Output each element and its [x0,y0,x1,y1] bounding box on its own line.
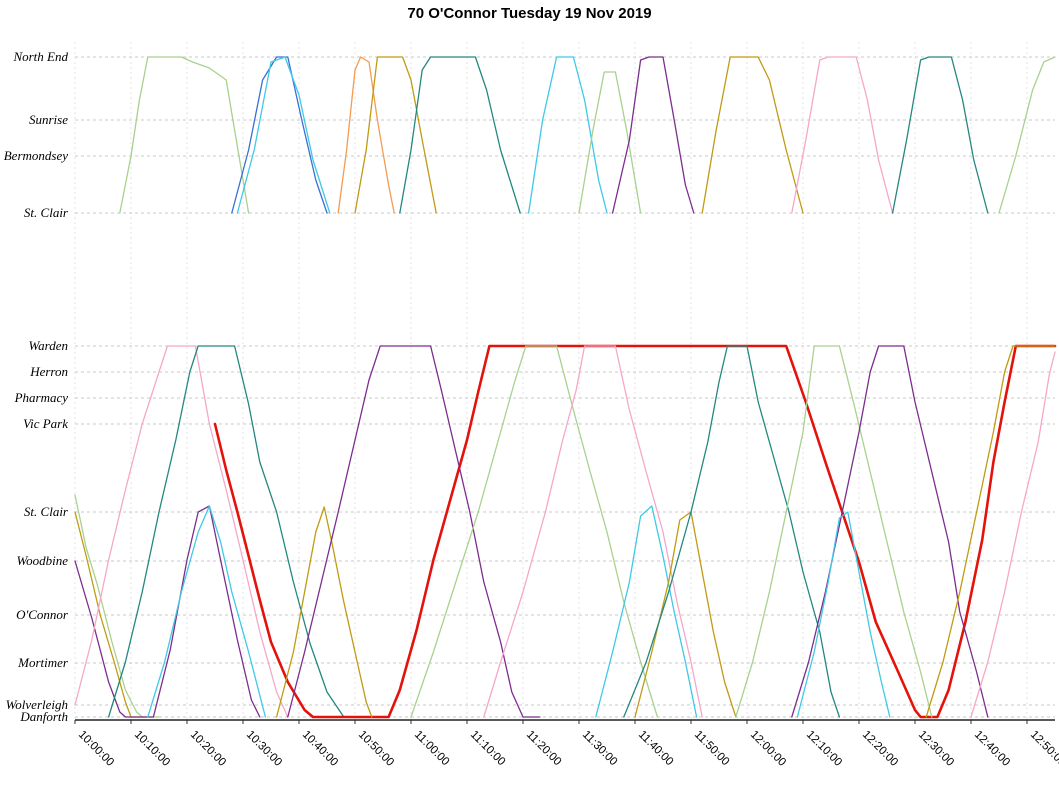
x-tick-label: 10:00:00 [76,729,116,769]
x-tick-label: 12:40:00 [972,729,1012,769]
trip-line-south-trip-17 [925,345,1056,718]
y-axis-label-3: St. Clair [24,205,69,220]
y-axis-label-9: Woodbine [16,553,68,568]
trip-line-north-trip-11 [791,56,894,214]
trip-line-north-trip-05 [354,56,437,214]
y-axis-label-2: Bermondsey [4,148,68,163]
y-axis-label-11: Mortimer [17,655,69,670]
trip-line-south-trip-13 [623,345,841,718]
x-tick-label: 12:10:00 [804,729,844,769]
x-tick-label: 11:20:00 [524,729,564,769]
x-tick-label: 12:00:00 [748,729,788,769]
y-axis-label-12: Wolverleigh [6,697,68,712]
trip-line-south-trip-15 [791,345,989,718]
trip-line-south-trip-09 [410,345,659,718]
x-tick-label: 10:40:00 [300,729,340,769]
x-tick-label: 11:10:00 [468,729,508,769]
trip-line-south-trip-05 [107,345,345,718]
trip-line-south-trip-06 [147,505,267,718]
trip-line-south-trip-14 [735,345,933,718]
x-tick-label: 10:20:00 [188,729,228,769]
trip-line-south-trip-07 [275,506,373,718]
y-axis-label-6: Pharmacy [14,390,69,405]
x-tick-label: 10:10:00 [132,729,172,769]
trip-line-highlighted-vehicle [213,344,1057,719]
x-tick-label: 11:50:00 [692,729,732,769]
y-axis-label-8: St. Clair [24,504,69,519]
x-tick-label: 12:30:00 [916,729,956,769]
y-axis-label-10: O'Connor [16,607,69,622]
chart-title: 70 O'Connor Tuesday 19 Nov 2019 [407,5,652,22]
y-axis-label-1: Sunrise [29,112,68,127]
trip-line-south-trip-18 [970,351,1056,718]
trip-line-south-trip-01 [74,494,160,718]
trip-line-north-trip-13 [998,56,1056,214]
y-axis-label-13: Danforth [19,709,68,724]
trip-line-north-trip-07 [527,56,608,214]
x-tick-label: 12:20:00 [860,729,900,769]
y-axis-label-0: North End [12,49,68,64]
x-tick-label: 12:50:00 [1028,729,1059,769]
trip-line-north-trip-10 [701,56,804,214]
trip-line-south-trip-12 [634,511,737,718]
x-tick-label: 11:00:00 [412,729,452,769]
trip-line-north-trip-01 [119,56,250,214]
trip-line-north-trip-06 [399,56,521,214]
y-axis-label-5: Herron [29,364,68,379]
x-tick-label: 11:30:00 [580,729,620,769]
trip-line-north-trip-09 [611,56,695,214]
x-tick-label: 11:40:00 [636,729,676,769]
trip-line-south-trip-16 [796,511,891,718]
trip-line-north-trip-02 [231,56,328,214]
trip-line-south-trip-04 [74,345,289,718]
x-tick-label: 10:30:00 [244,729,284,769]
trip-line-north-trip-04 [337,56,395,214]
y-axis-label-7: Vic Park [23,416,68,431]
x-tick-label: 10:50:00 [356,729,396,769]
trip-line-north-trip-03 [236,56,331,214]
trip-line-south-trip-03 [74,505,261,718]
trip-line-south-trip-08 [287,345,541,718]
trip-line-south-trip-11 [595,505,698,718]
trip-line-north-trip-12 [891,56,989,214]
trip-line-south-trip-10 [483,345,703,718]
trip-line-north-trip-08 [578,71,642,214]
y-axis-label-4: Warden [29,338,68,353]
